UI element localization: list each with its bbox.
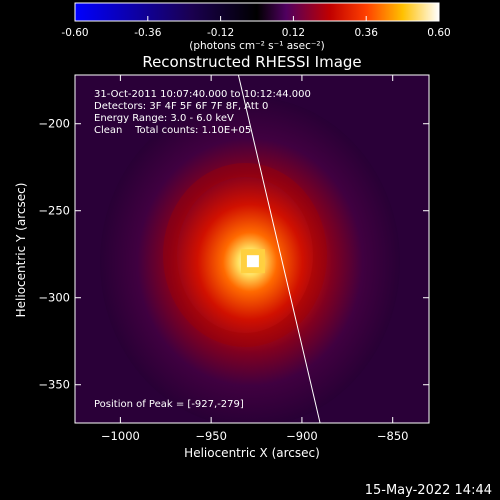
info-clean: Clean Total counts: 1.10E+05: [94, 125, 251, 136]
x-tick-label: −900: [286, 429, 318, 443]
y-axis-ticks: −200 −250 −300 −350: [38, 117, 429, 392]
x-tick-label: −1000: [101, 429, 140, 443]
y-tick-label: −300: [38, 291, 70, 305]
colorbar-gradient: [74, 2, 440, 22]
y-tick-label: −200: [38, 117, 70, 131]
colorbar-unit-label: (photons cm⁻² s⁻¹ asec⁻²): [189, 40, 324, 52]
colorbar-tick-label: -0.60: [61, 27, 88, 39]
info-block: 31-Oct-2011 10:07:40.000 to 10:12:44.000…: [94, 89, 311, 136]
y-tick-label: −350: [38, 378, 70, 392]
colorbar-ticks: -0.60 -0.36 -0.12 0.12 0.36 0.60: [61, 16, 451, 39]
colorbar-tick-label: 0.36: [355, 27, 379, 39]
colorbar: -0.60 -0.36 -0.12 0.12 0.36 0.60 (photons cm⁻…: [61, 2, 451, 52]
x-axis-ticks: −1000 −950 −900 −850: [101, 75, 409, 443]
info-detectors: Detectors: 3F 4F 5F 6F 7F 8F, Att 0: [94, 101, 268, 112]
x-tick-label: −850: [377, 429, 409, 443]
info-energy: Energy Range: 3.0 - 6.0 keV: [94, 113, 234, 124]
plot-frame: [74, 74, 430, 424]
y-axis-label: Heliocentric Y (arcsec): [14, 183, 28, 318]
colorbar-tick-label: -0.12: [207, 27, 234, 39]
colorbar-tick-label: 0.12: [282, 27, 305, 39]
timestamp: 15-May-2022 14:44: [365, 483, 492, 498]
plot-title: Reconstructed RHESSI Image: [142, 53, 361, 71]
solar-image: [75, 75, 429, 423]
x-tick-label: −950: [195, 429, 227, 443]
peak-hotspot: [246, 255, 259, 268]
solar-limb-line: [237, 75, 321, 423]
emission-ring: [163, 163, 327, 347]
colorbar-tick-label: -0.36: [134, 27, 161, 39]
colorbar-tick-label: 0.60: [427, 27, 450, 39]
info-time: 31-Oct-2011 10:07:40.000 to 10:12:44.000: [94, 89, 311, 100]
x-axis-label: Heliocentric X (arcsec): [184, 446, 320, 460]
y-tick-label: −250: [38, 204, 70, 218]
peak-position-label: Position of Peak = [-927,-279]: [94, 399, 244, 410]
